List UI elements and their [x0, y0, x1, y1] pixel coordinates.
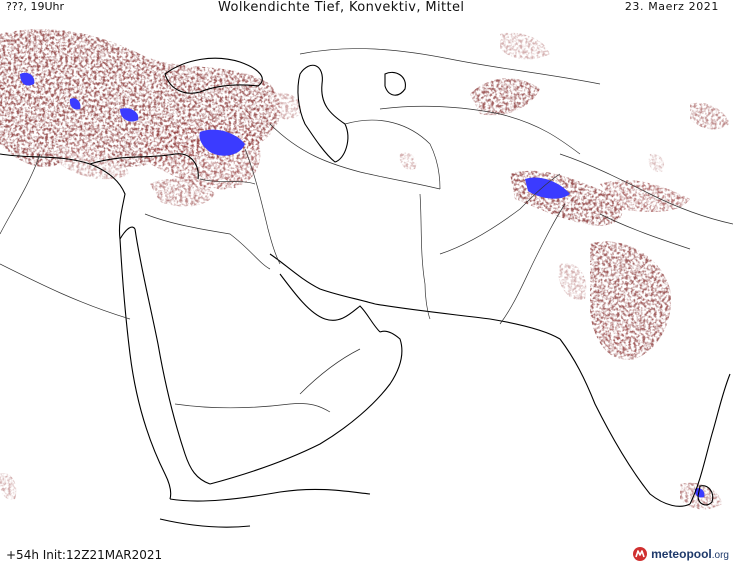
border-iraq-iran — [244, 148, 281, 265]
coast-sinai — [119, 226, 136, 240]
core-turkey-west — [120, 108, 139, 122]
coast-red-sea-east — [134, 228, 211, 485]
border-turkmenistan — [344, 119, 441, 190]
coast-india-west — [559, 338, 691, 507]
border-uzbek-kazakh — [379, 105, 581, 155]
coast-aral-sea — [384, 71, 406, 96]
meteopool-logo-icon — [633, 547, 648, 561]
brand-domain: .org — [711, 550, 729, 561]
core-balkans — [20, 72, 35, 86]
cloud-density-map — [0, 29, 733, 528]
border-saudi-oman — [299, 348, 361, 395]
border-saudi-yemen — [174, 403, 331, 413]
coast-iran-pakistan — [374, 303, 561, 340]
brand-label: meteopool.org — [651, 547, 729, 561]
cloud-area-misc — [0, 152, 665, 500]
forecast-time-label: ???, 19Uhr — [6, 0, 65, 13]
border-layer — [0, 48, 733, 413]
cloud-layer — [0, 29, 730, 510]
cloud-area-caucasus — [268, 92, 301, 120]
coast-black-sea — [164, 57, 263, 94]
meteopool-brand[interactable]: meteopool.org — [632, 546, 729, 562]
border-iran-north — [269, 123, 441, 190]
border-pakistan-india — [499, 203, 566, 325]
coast-somalia — [159, 518, 251, 528]
brand-name: meteopool — [651, 547, 712, 561]
border-egypt-sudan — [0, 263, 131, 320]
map-title: Wolkendichte Tief, Konvektiv, Mittel — [218, 0, 465, 15]
border-india-nepal — [599, 213, 691, 250]
cloud-area-india — [558, 241, 722, 510]
coast-persian-gulf-north — [269, 253, 376, 305]
border-china-west — [559, 153, 733, 225]
border-kazakh-russia — [299, 48, 601, 85]
coast-red-sea-west — [119, 238, 172, 500]
border-iran-afghanistan — [419, 193, 431, 320]
coast-turkey-south — [89, 153, 199, 180]
coast-persian-gulf-south — [279, 273, 381, 333]
coast-india-east — [689, 373, 731, 505]
border-jordan-saudi — [144, 213, 271, 270]
cloud-area-balkans-turkey — [0, 29, 281, 190]
border-egypt-libya — [0, 153, 41, 235]
coast-caspian-sea — [297, 64, 349, 163]
cloud-area-levant — [150, 178, 215, 207]
cloud-area-kazakhstan — [470, 32, 730, 130]
core-greece — [69, 98, 81, 110]
core-srilanka — [694, 488, 705, 498]
core-turkey-east — [199, 129, 245, 156]
coast-arabia-south — [209, 330, 403, 485]
coast-gulf-of-aden — [169, 488, 371, 502]
forecast-run-info: +54h Init:12Z21MAR2021 — [6, 548, 163, 562]
border-syria-iraq — [199, 178, 256, 185]
border-afghanistan-pakistan — [439, 173, 561, 255]
forecast-date: 23. Maerz 2021 — [624, 0, 719, 13]
coast-sri-lanka — [697, 485, 714, 506]
